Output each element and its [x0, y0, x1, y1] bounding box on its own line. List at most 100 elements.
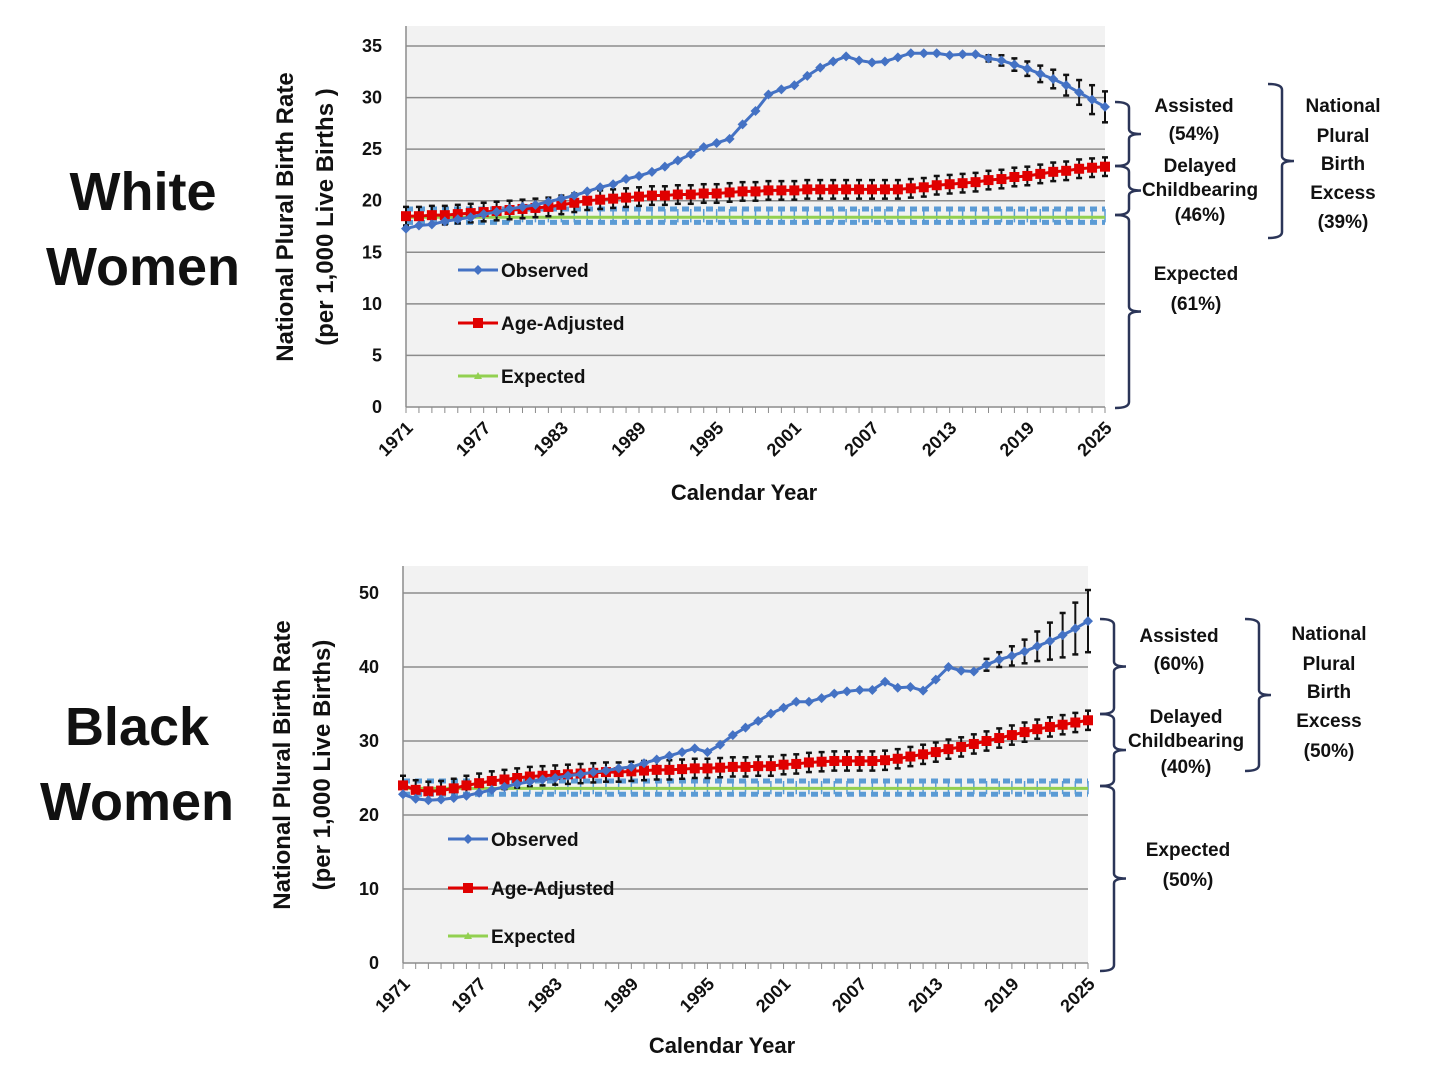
bracket-expected [1099, 784, 1127, 973]
observed-point [1061, 80, 1072, 91]
annotation-excess: Excess [1310, 183, 1376, 204]
y-tick-label: 20 [362, 191, 382, 211]
observed-point [981, 659, 992, 670]
x-tick-label: 2013 [904, 974, 946, 1016]
observed-point [410, 793, 421, 804]
annotation-assisted: Assisted [1154, 96, 1233, 117]
age-adjusted-point [512, 773, 523, 783]
x-tick-label: 1977 [447, 974, 489, 1016]
age-adjusted-point [1006, 730, 1017, 741]
observed-point [740, 722, 751, 733]
annotation-expected: (61%) [1171, 294, 1222, 315]
age-adjusted-point [685, 189, 696, 200]
age-adjusted-point [879, 184, 890, 195]
age-adjusted-point [1035, 168, 1046, 179]
age-adjusted-point [905, 751, 916, 762]
age-adjusted-point [543, 201, 554, 212]
age-adjusted-point [1048, 166, 1059, 177]
observed-point [841, 686, 852, 697]
age-adjusted-point [867, 184, 877, 195]
age-adjusted-point [1087, 162, 1098, 173]
age-adjusted-point [943, 744, 954, 755]
observed-point [461, 790, 472, 801]
x-tick-label: 2025 [1073, 418, 1115, 460]
observed-point [724, 133, 735, 144]
observed-point [750, 105, 761, 116]
observed-point [448, 792, 459, 803]
annotation-delayed: (40%) [1161, 757, 1212, 778]
age-adjusted-point [595, 194, 606, 205]
annotation-assisted: Assisted [1139, 626, 1218, 647]
annotation-expected: Expected [1154, 264, 1238, 285]
x-tick-label: 1983 [530, 418, 572, 460]
x-tick-label: 2025 [1056, 974, 1098, 1016]
y-tick-label: 15 [362, 242, 382, 262]
x-tick-label: 2007 [828, 974, 870, 1016]
chart-1: Black Women 0 10 20 30 40 50 1971 1977 1983 1989 199… [40, 566, 1366, 1058]
observed-point [996, 55, 1007, 66]
observed-point [600, 765, 611, 776]
observed-point [621, 174, 632, 185]
annotation-delayed: Delayed [1150, 707, 1223, 728]
x-tick-label: 2001 [763, 418, 805, 460]
x-tick-label: 1971 [371, 974, 413, 1016]
y-axis-title: (per 1,000 Live Births) [309, 640, 336, 891]
x-tick-label: 1983 [524, 974, 566, 1016]
age-adjusted-point [1032, 724, 1043, 735]
legend-marker [474, 372, 482, 379]
annotation-excess: Birth [1321, 154, 1365, 175]
observed-point [753, 716, 764, 727]
age-adjusted-point [841, 184, 852, 195]
observed-point [1048, 74, 1059, 85]
age-adjusted-point [983, 175, 994, 186]
observed-point [486, 784, 497, 795]
x-tick-label: 1995 [685, 418, 727, 460]
age-adjusted-point [776, 185, 787, 196]
age-adjusted-point [677, 764, 688, 775]
age-adjusted-point [737, 186, 748, 197]
annotation-expected: Expected [1146, 840, 1230, 861]
observed-point [1006, 650, 1017, 661]
age-adjusted-point [413, 211, 424, 222]
observed-point [626, 761, 637, 772]
age-adjusted-point [791, 758, 802, 769]
observed-point [517, 201, 528, 212]
age-adjusted-point [621, 192, 632, 203]
x-tick-label: 1971 [374, 418, 416, 460]
observed-point [452, 214, 463, 225]
age-adjusted-point [931, 180, 942, 191]
observed-point [829, 688, 840, 699]
x-tick-label: 2019 [996, 418, 1038, 460]
observed-point [841, 51, 852, 62]
age-adjusted-point [634, 191, 644, 202]
group-label: Black [65, 697, 210, 757]
observed-point [930, 674, 941, 685]
age-adjusted-point [401, 211, 411, 222]
annotation-excess: (39%) [1318, 212, 1369, 233]
legend-label: Observed [501, 261, 589, 282]
age-adjusted-point [702, 763, 713, 774]
observed-point [983, 53, 994, 64]
age-adjusted-point [905, 183, 916, 194]
annotation-delayed: Childbearing [1128, 731, 1244, 752]
age-adjusted-point [816, 756, 827, 767]
legend-marker [473, 265, 483, 275]
observed-point [1035, 68, 1046, 79]
observed-point [569, 190, 580, 201]
observed-point [776, 84, 787, 95]
observed-point [608, 179, 619, 190]
legend-marker [463, 834, 473, 844]
legend-marker [473, 318, 483, 328]
observed-point [956, 665, 967, 676]
age-adjusted-point [499, 774, 510, 785]
observed-point [550, 773, 561, 783]
y-tick-label: 0 [369, 953, 379, 973]
observed-point [789, 80, 800, 91]
legend-label: Age-Adjusted [491, 879, 615, 900]
x-tick-label: 1977 [452, 418, 494, 460]
annotation-excess: Excess [1296, 711, 1362, 732]
observed-point [659, 161, 670, 172]
observed-point [854, 684, 865, 695]
observed-point [943, 662, 954, 672]
age-adjusted-point [1061, 165, 1072, 176]
